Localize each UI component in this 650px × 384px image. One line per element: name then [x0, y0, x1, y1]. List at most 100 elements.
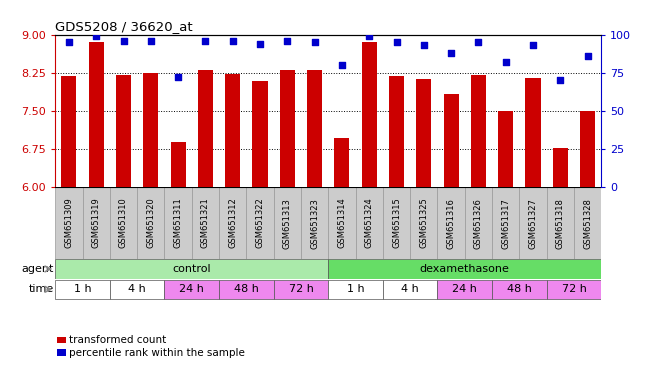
Point — [309, 39, 320, 45]
Text: 24 h: 24 h — [452, 284, 477, 294]
Bar — [383, 187, 410, 259]
Text: 72 h: 72 h — [562, 284, 586, 294]
Bar — [492, 280, 547, 299]
Text: 4 h: 4 h — [128, 284, 146, 294]
Bar — [383, 280, 437, 299]
Text: agent: agent — [21, 264, 54, 274]
Bar — [61, 76, 77, 187]
Bar — [465, 187, 492, 259]
Point — [473, 39, 484, 45]
Text: GSM651314: GSM651314 — [337, 198, 346, 248]
Bar — [307, 70, 322, 187]
Text: GSM651327: GSM651327 — [528, 198, 538, 248]
Text: GSM651321: GSM651321 — [201, 198, 210, 248]
Text: GSM651322: GSM651322 — [255, 198, 265, 248]
Bar — [110, 280, 164, 299]
Point — [582, 53, 593, 59]
Text: 1 h: 1 h — [73, 284, 92, 294]
Bar — [547, 280, 601, 299]
Bar — [416, 79, 432, 187]
Text: dexamethasone: dexamethasone — [420, 264, 510, 274]
Bar — [192, 187, 219, 259]
Text: GSM651312: GSM651312 — [228, 198, 237, 248]
Bar — [328, 259, 601, 279]
Bar — [437, 280, 492, 299]
Point — [64, 39, 74, 45]
Bar — [356, 187, 383, 259]
Bar — [334, 138, 350, 187]
Bar — [274, 187, 301, 259]
Text: GSM651324: GSM651324 — [365, 198, 374, 248]
Bar — [552, 148, 568, 187]
Bar — [164, 187, 192, 259]
Text: GSM651320: GSM651320 — [146, 198, 155, 248]
Point — [364, 33, 374, 39]
Bar — [55, 259, 328, 279]
Bar — [471, 75, 486, 187]
Bar — [246, 187, 274, 259]
Bar — [164, 280, 219, 299]
Text: GSM651317: GSM651317 — [501, 198, 510, 248]
Bar — [83, 187, 110, 259]
Text: GSM651316: GSM651316 — [447, 198, 456, 248]
Text: transformed count: transformed count — [69, 335, 166, 345]
Text: GSM651326: GSM651326 — [474, 198, 483, 248]
Bar — [143, 73, 159, 187]
Bar — [547, 187, 574, 259]
Bar — [328, 280, 383, 299]
Bar — [492, 187, 519, 259]
Bar — [116, 75, 131, 187]
Bar — [443, 94, 459, 187]
Text: GDS5208 / 36620_at: GDS5208 / 36620_at — [55, 20, 193, 33]
Text: GSM651315: GSM651315 — [392, 198, 401, 248]
Bar — [55, 280, 110, 299]
Bar — [519, 187, 547, 259]
Bar — [301, 187, 328, 259]
Bar — [225, 74, 240, 187]
Bar — [280, 70, 295, 187]
Text: 48 h: 48 h — [234, 284, 259, 294]
Point — [419, 42, 429, 48]
Text: GSM651319: GSM651319 — [92, 198, 101, 248]
Point — [282, 38, 293, 44]
Bar — [525, 78, 541, 187]
Bar — [574, 187, 601, 259]
Bar — [55, 187, 83, 259]
Point — [555, 77, 566, 83]
Bar — [137, 187, 164, 259]
Text: 48 h: 48 h — [507, 284, 532, 294]
Text: GSM651325: GSM651325 — [419, 198, 428, 248]
Text: GSM651313: GSM651313 — [283, 198, 292, 248]
Point — [255, 41, 265, 47]
Point — [528, 42, 538, 48]
Point — [391, 39, 402, 45]
Point — [173, 74, 183, 80]
Point — [118, 38, 129, 44]
Text: 1 h: 1 h — [346, 284, 365, 294]
Text: GSM651318: GSM651318 — [556, 198, 565, 248]
Bar — [110, 187, 137, 259]
Bar — [170, 142, 186, 187]
Bar — [580, 111, 595, 187]
Bar — [274, 280, 328, 299]
Point — [500, 59, 511, 65]
Bar — [219, 280, 274, 299]
Bar — [198, 70, 213, 187]
Text: GSM651309: GSM651309 — [64, 198, 73, 248]
Bar — [389, 76, 404, 187]
Text: GSM651323: GSM651323 — [310, 198, 319, 248]
Text: time: time — [29, 284, 54, 294]
Point — [446, 50, 456, 56]
Bar — [410, 187, 437, 259]
Text: percentile rank within the sample: percentile rank within the sample — [69, 348, 245, 358]
Text: GSM651310: GSM651310 — [119, 198, 128, 248]
Bar — [219, 187, 246, 259]
Point — [227, 38, 238, 44]
Bar — [437, 187, 465, 259]
Point — [337, 62, 347, 68]
Bar — [498, 111, 514, 187]
Bar — [328, 187, 356, 259]
Bar — [252, 81, 268, 187]
Text: 24 h: 24 h — [179, 284, 204, 294]
Text: 72 h: 72 h — [289, 284, 313, 294]
